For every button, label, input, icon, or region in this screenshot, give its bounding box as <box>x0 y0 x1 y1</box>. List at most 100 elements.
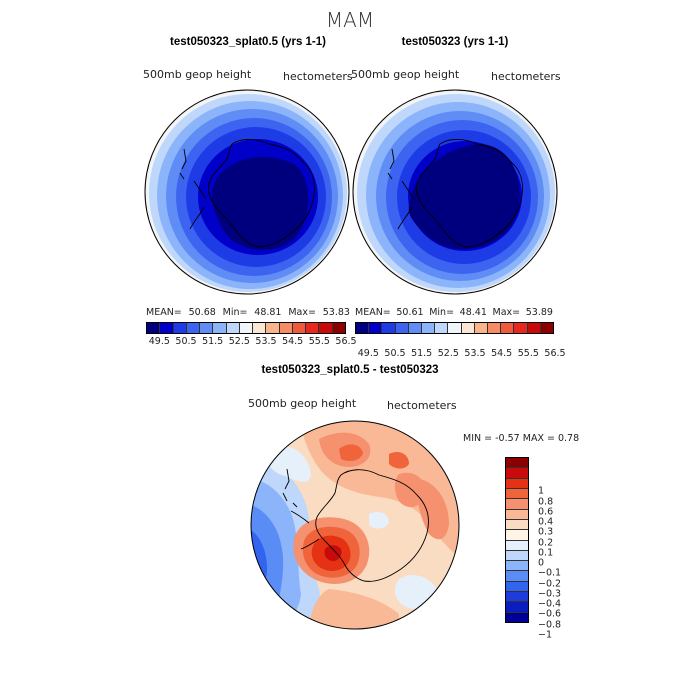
colorbar-swatch <box>474 323 489 333</box>
colorbar-swatch <box>448 323 462 333</box>
colorbar-tick-label: −0.3 <box>538 588 562 600</box>
panel2-mean-label: MEAN= <box>355 307 391 318</box>
panel2-units-label: hectometers <box>491 70 561 83</box>
colorbar-tick-label: 0.2 <box>538 537 554 548</box>
panel1-colorbar <box>146 322 346 334</box>
panel2-colorbar <box>355 322 554 334</box>
diff-colorbar-ticks: 1 0.8 0.6 0.4 0.3 0.2 0.1 0 −0.1 −0.2 −0.3 −0.4 −0.6… <box>538 481 568 645</box>
colorbar-swatch <box>253 323 267 333</box>
panel1-title: test050323_splat0.5 (yrs 1-1) <box>170 36 326 48</box>
colorbar-swatch <box>506 468 528 479</box>
panel2-mean-value: 50.61 <box>396 307 424 318</box>
colorbar-swatch <box>160 323 174 333</box>
diff-min-value: -0.57 <box>495 433 520 444</box>
panel1-max-value: 53.83 <box>322 307 350 318</box>
colorbar-tick-label: −0.8 <box>538 619 562 630</box>
colorbar-swatch <box>506 561 528 572</box>
colorbar-swatch <box>506 592 528 603</box>
colorbar-swatch <box>332 323 345 333</box>
colorbar-tick-label: 0.8 <box>538 496 554 507</box>
diff-minmax: MIN = -0.57 MAX = 0.78 <box>463 433 579 444</box>
colorbar-swatch <box>319 323 333 333</box>
colorbar-swatch <box>506 571 528 582</box>
colorbar-swatch <box>408 323 423 333</box>
colorbar-tick-label: 52.5 <box>437 348 459 359</box>
panel1-units-label: hectometers <box>283 70 353 83</box>
colorbar-tick-label: 55.5 <box>308 336 330 347</box>
diff-max-value: 0.78 <box>557 433 580 444</box>
colorbar-swatch <box>506 530 528 541</box>
panel1-min-label: Min= <box>222 307 248 318</box>
panel1-map <box>144 89 350 295</box>
colorbar-swatch <box>292 323 307 333</box>
colorbar-swatch <box>506 478 528 489</box>
colorbar-swatch <box>226 323 240 333</box>
colorbar-tick-label: 51.5 <box>202 336 224 347</box>
panel2-max-label: Max= <box>492 307 521 318</box>
colorbar-swatch <box>435 323 449 333</box>
colorbar-tick-label: 1 <box>538 485 545 497</box>
colorbar-tick-label: 52.5 <box>228 336 250 347</box>
colorbar-swatch <box>506 488 528 500</box>
panel1-mean-value: 50.68 <box>188 307 216 318</box>
panel1-stats: MEAN= 50.68 Min= 48.81 Max= 53.83 <box>146 307 350 318</box>
panel1-variable-label: 500mb geop height <box>143 68 252 81</box>
colorbar-tick-label: 0.3 <box>538 526 554 538</box>
colorbar-tick-label: 53.5 <box>255 336 277 347</box>
panel1-colorbar-ticks: 49.5 50.5 51.5 52.5 53.5 54.5 55.5 56.5 <box>146 336 357 348</box>
colorbar-tick-label: 50.5 <box>175 336 197 347</box>
colorbar-swatch <box>506 550 528 562</box>
colorbar-swatch <box>506 540 528 551</box>
colorbar-swatch <box>213 323 227 333</box>
panel2-min-value: 48.41 <box>459 307 487 318</box>
colorbar-swatch <box>200 323 214 333</box>
panel2-stats: MEAN= 50.61 Min= 48.41 Max= 53.89 <box>355 307 553 318</box>
colorbar-tick-label: 55.5 <box>517 348 539 359</box>
panel2-map <box>352 89 558 295</box>
diff-colorbar <box>505 457 529 623</box>
colorbar-swatch <box>147 323 161 333</box>
panel2-coastline <box>387 139 523 248</box>
colorbar-swatch <box>369 323 383 333</box>
colorbar-swatch <box>239 323 254 333</box>
colorbar-swatch <box>186 323 201 333</box>
colorbar-tick-label: 56.5 <box>544 348 566 359</box>
colorbar-tick-label: 50.5 <box>384 348 406 359</box>
colorbar-swatch <box>506 509 528 520</box>
colorbar-tick-label: 49.5 <box>357 348 379 359</box>
colorbar-tick-label: 54.5 <box>491 348 513 359</box>
colorbar-swatch <box>461 323 475 333</box>
colorbar-swatch <box>356 323 370 333</box>
diff-units-label: hectometers <box>387 399 457 412</box>
season-title: MAM <box>325 8 375 32</box>
colorbar-swatch <box>266 323 280 333</box>
colorbar-swatch <box>540 323 554 333</box>
colorbar-tick-label: 49.5 <box>148 336 170 347</box>
colorbar-tick-label: −0.4 <box>538 598 562 610</box>
colorbar-swatch <box>527 323 541 333</box>
colorbar-swatch <box>395 323 409 333</box>
panel2-max-value: 53.89 <box>525 307 553 318</box>
colorbar-swatch <box>422 323 436 333</box>
panel1-coastline <box>179 139 315 248</box>
panel2-min-label: Min= <box>429 307 455 318</box>
colorbar-swatch <box>488 323 502 333</box>
colorbar-swatch <box>506 458 528 469</box>
colorbar-tick-label: 51.5 <box>411 348 433 359</box>
colorbar-tick-label: 0.4 <box>538 516 554 528</box>
colorbar-swatch <box>501 323 515 333</box>
colorbar-swatch <box>514 323 528 333</box>
colorbar-swatch <box>506 612 528 622</box>
panel2-title: test050323 (yrs 1-1) <box>401 36 509 48</box>
colorbar-tick-label: 0.1 <box>538 547 554 559</box>
panel1-max-label: Max= <box>288 307 316 318</box>
colorbar-swatch <box>506 499 528 510</box>
colorbar-swatch <box>506 581 528 593</box>
colorbar-swatch <box>382 323 396 333</box>
diff-title: test050323_splat0.5 - test050323 <box>261 364 439 376</box>
colorbar-swatch <box>279 323 293 333</box>
colorbar-tick-label: 54.5 <box>282 336 304 347</box>
colorbar-tick-label: −0.6 <box>538 608 562 620</box>
diff-max-label: MAX = <box>522 433 555 444</box>
colorbar-swatch <box>506 602 528 613</box>
